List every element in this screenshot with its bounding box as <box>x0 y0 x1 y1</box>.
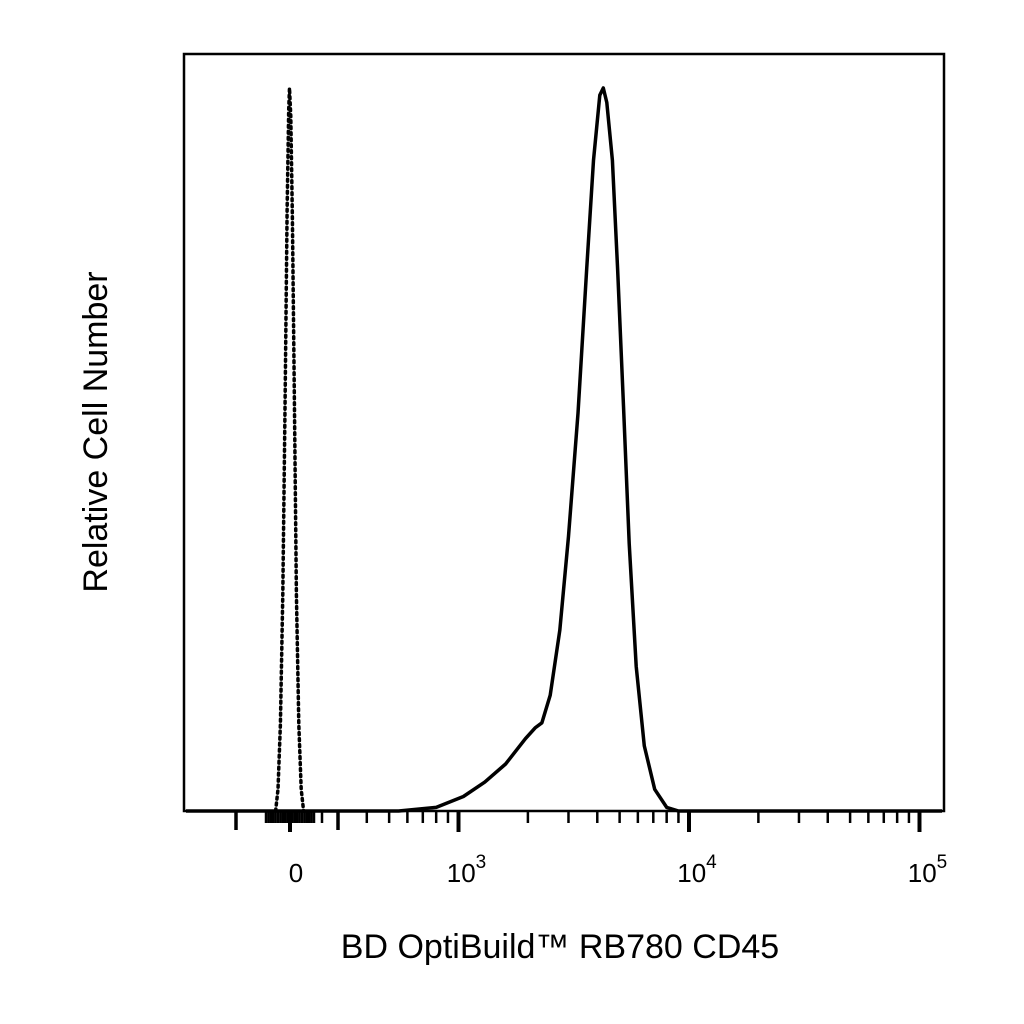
x-tick-label: 104 <box>677 852 717 888</box>
x-tick-label: 0 <box>289 858 303 888</box>
x-tick-label: 105 <box>908 852 948 888</box>
y-axis-title: Relative Cell Number <box>77 271 115 592</box>
x-tick-label: 103 <box>447 852 487 888</box>
minor-ticks <box>264 812 911 823</box>
x-tick-labels: 0 103 104 105 <box>289 852 947 888</box>
control-histogram-line <box>273 86 306 813</box>
stained-histogram-line <box>186 86 942 813</box>
plot-frame <box>182 52 946 813</box>
series-layer <box>186 86 942 813</box>
major-ticks <box>234 812 922 832</box>
x-axis-title: BD OptiBuild™ RB780 CD45 <box>341 928 779 966</box>
